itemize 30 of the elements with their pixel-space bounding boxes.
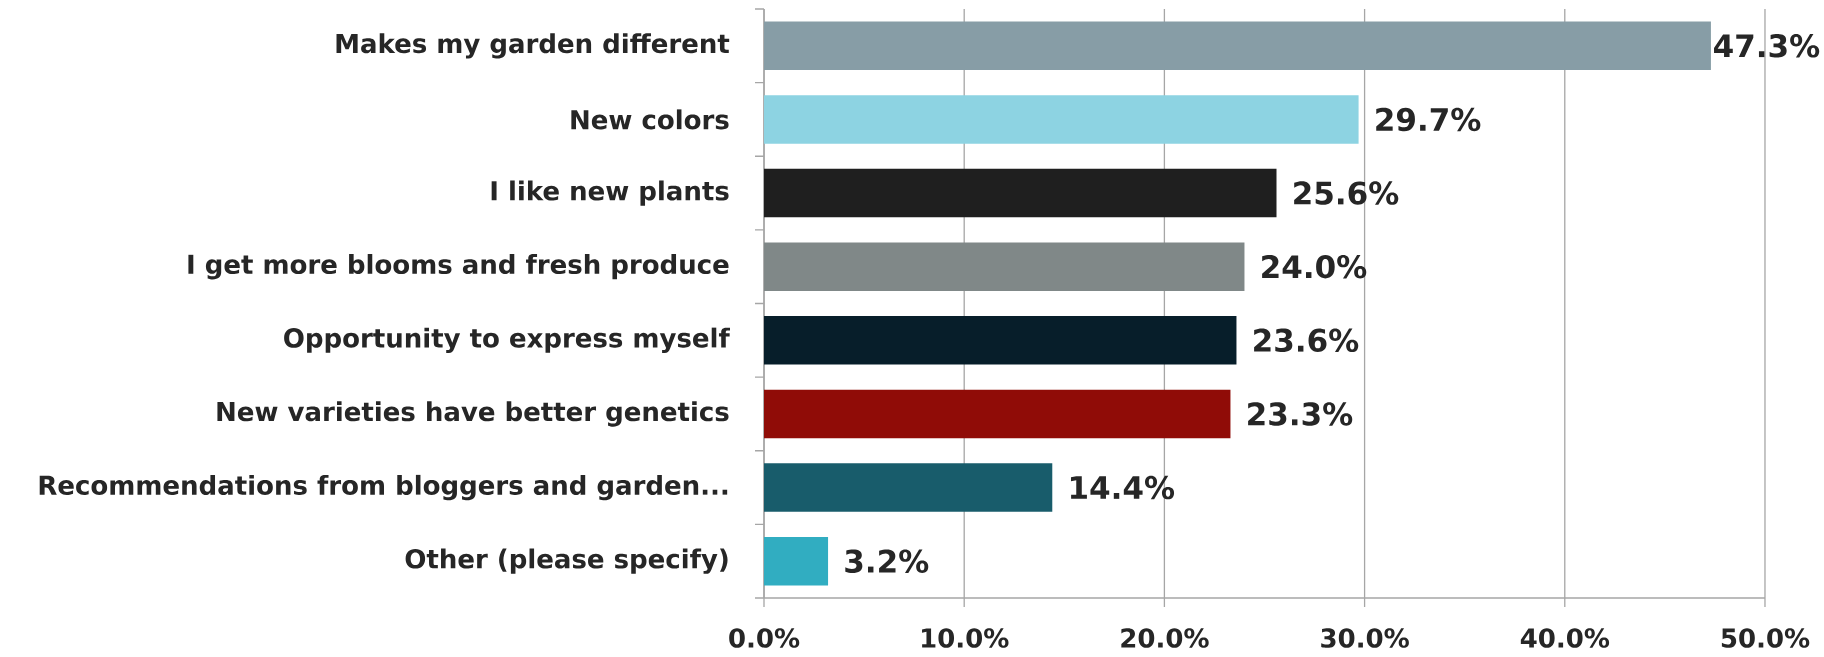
- bar: [764, 463, 1053, 512]
- bar: [764, 536, 829, 586]
- bar: [764, 95, 1359, 144]
- x-tick-label: 50.0%: [1721, 628, 1810, 648]
- x-tick-label: 0.0%: [729, 628, 800, 648]
- bar: [764, 316, 1237, 365]
- x-tick-label: 20.0%: [1121, 628, 1209, 648]
- y-tick-label: Opportunity to express myself: [284, 327, 730, 353]
- data-label: 47.3%: [1714, 34, 1820, 58]
- bar: [764, 21, 1711, 71]
- x-tick-label: 10.0%: [922, 628, 1009, 648]
- y-tick-label: Makes my garden different: [336, 33, 730, 59]
- data-label: 29.7%: [1376, 107, 1481, 132]
- bar: [764, 168, 1277, 218]
- bar: [764, 242, 1245, 291]
- y-tick-label: New varieties have better genetics: [217, 401, 729, 427]
- data-label: 23.6%: [1254, 328, 1359, 353]
- y-tick-label: Recommendations from bloggers and garden...: [39, 474, 728, 501]
- data-label: 3.2%: [845, 549, 929, 573]
- data-label: 25.6%: [1294, 181, 1399, 205]
- y-tick-label: I like new plants: [491, 180, 729, 206]
- y-tick-label: Other (please specify): [405, 548, 728, 574]
- x-tick-label: 30.0%: [1321, 628, 1409, 648]
- data-label: 14.4%: [1070, 475, 1175, 500]
- data-label: 24.0%: [1262, 254, 1367, 279]
- y-tick-label: New colors: [571, 109, 729, 130]
- data-label: 23.3%: [1248, 402, 1353, 426]
- x-tick-label: 40.0%: [1520, 628, 1610, 648]
- bar: [764, 389, 1231, 439]
- y-tick-label: I get more blooms and fresh produce: [188, 254, 729, 280]
